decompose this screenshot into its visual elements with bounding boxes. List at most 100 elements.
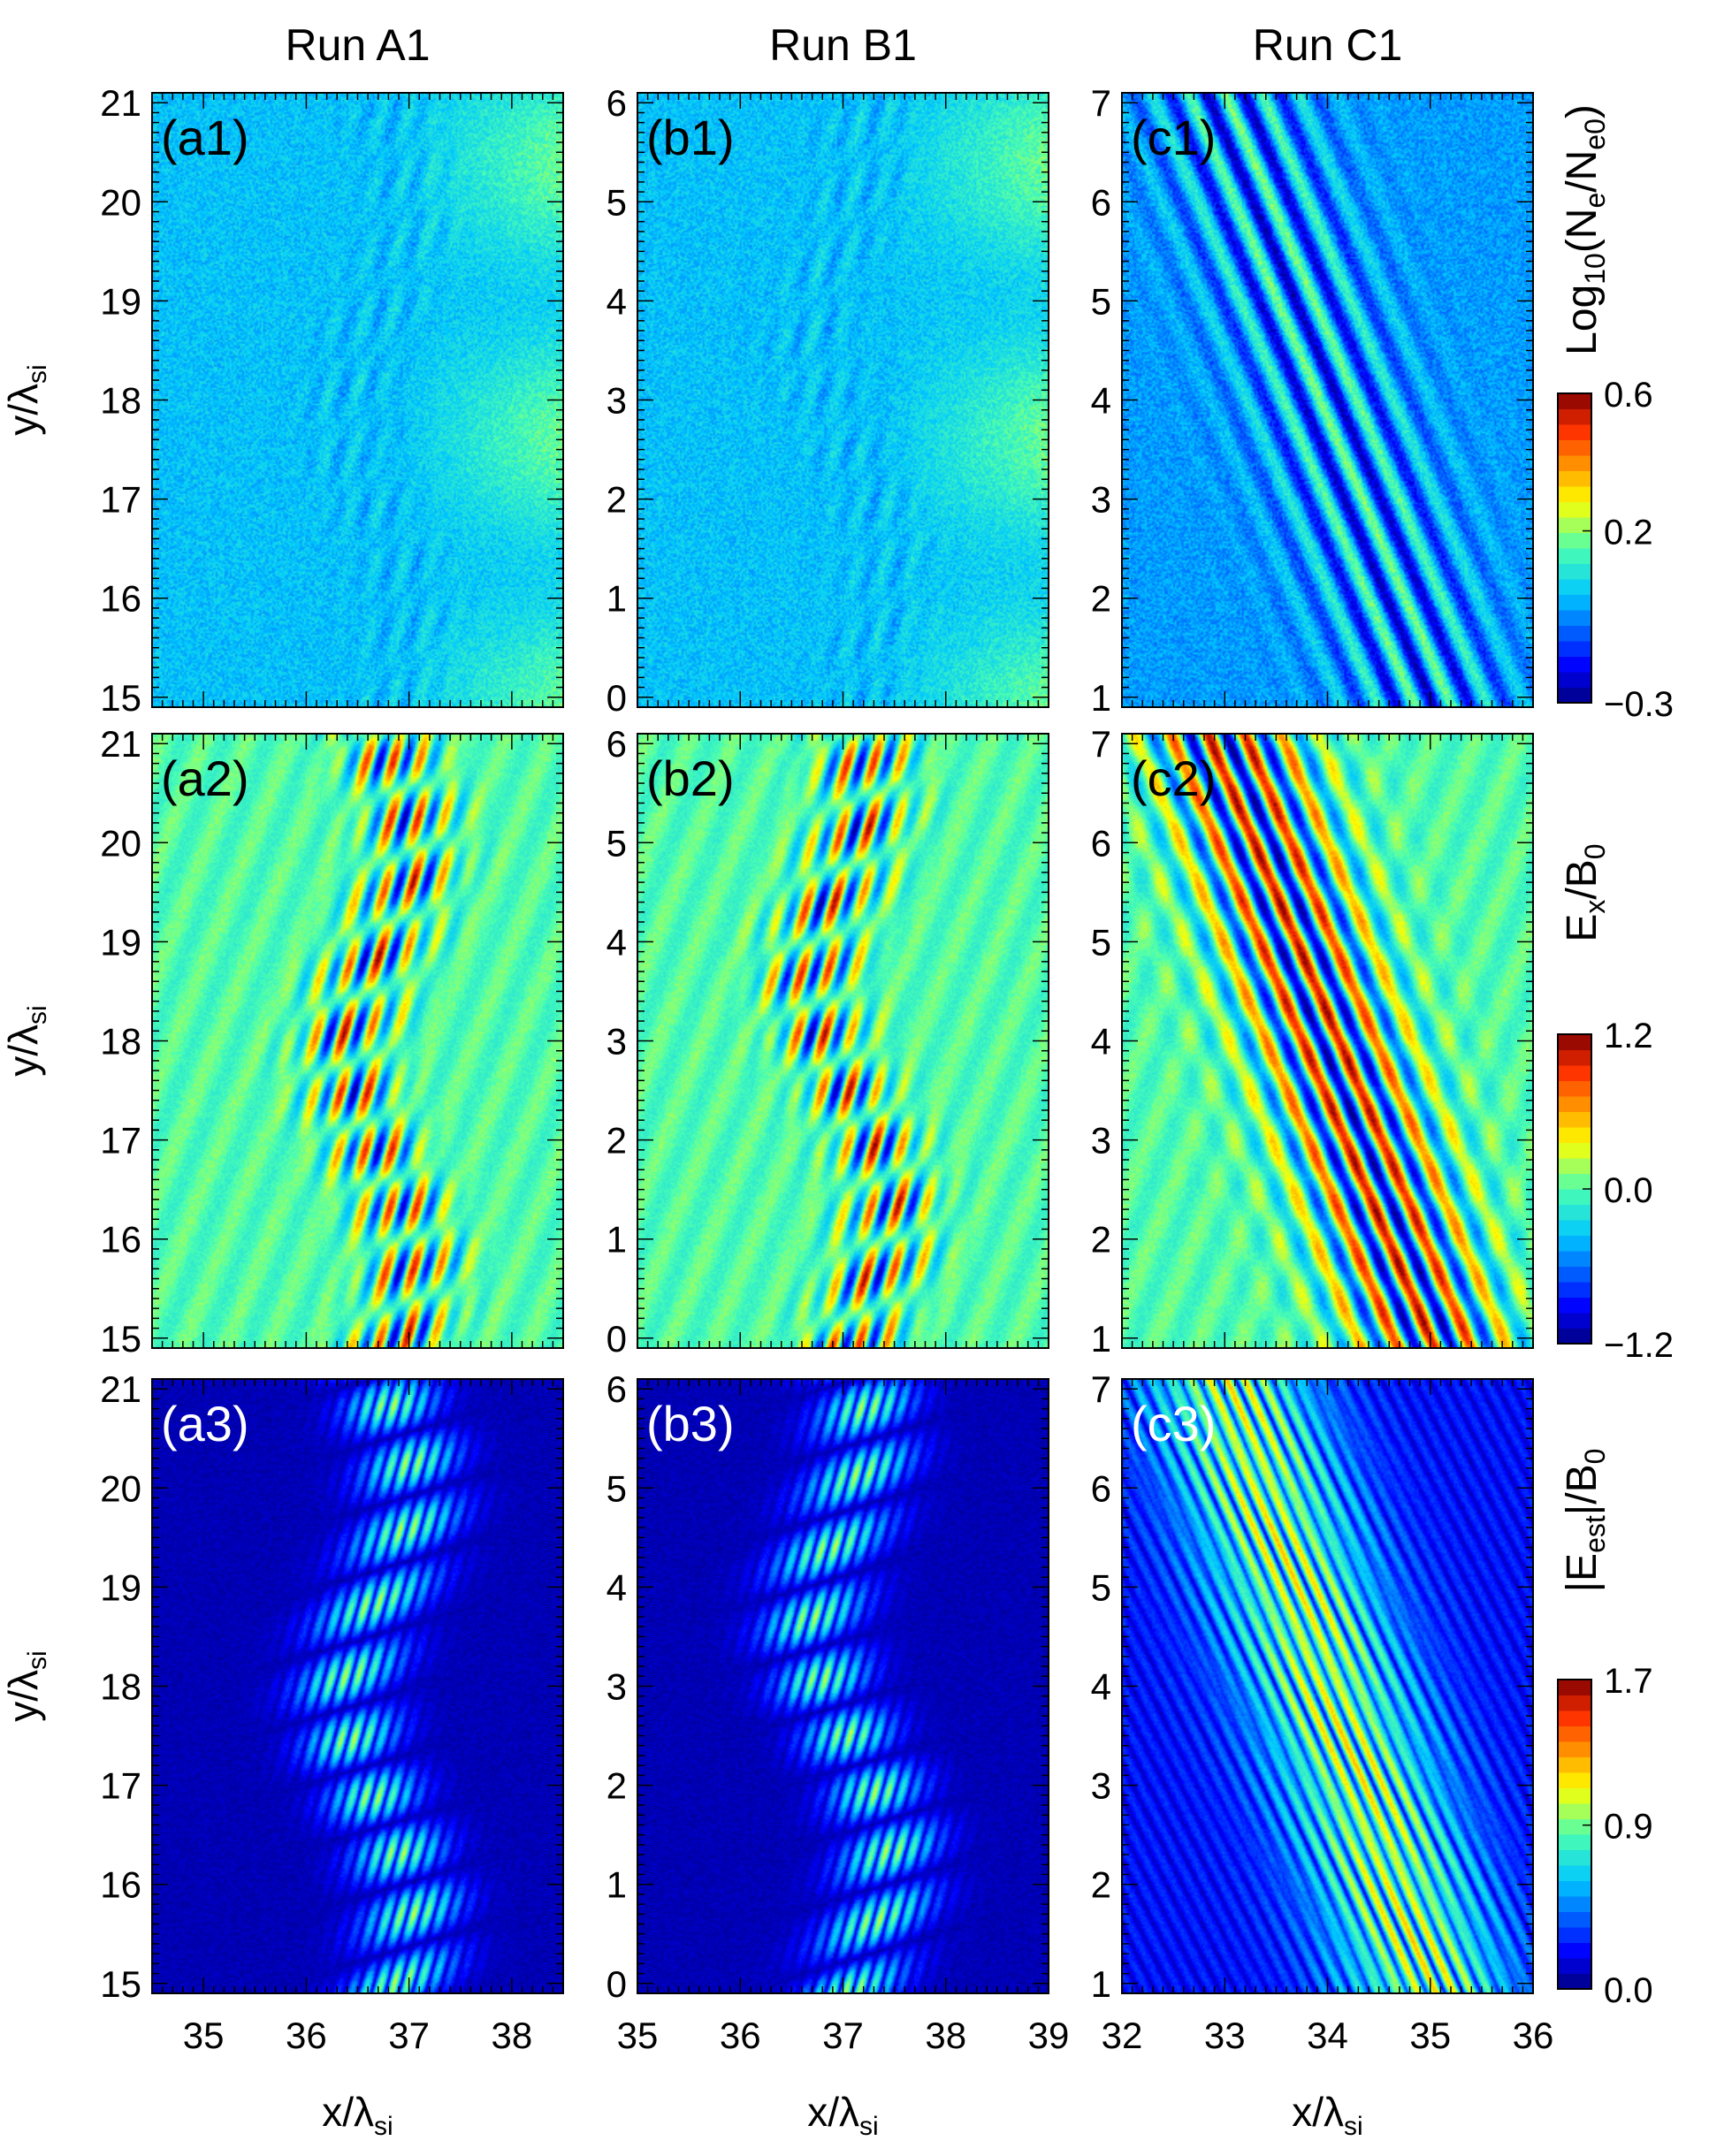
- panel-c1: 1 2 3 4 5 6 7 (c1): [1091, 82, 1534, 719]
- x-axis-label: x/λsi: [807, 2089, 878, 2141]
- panel-tag: (b1): [646, 110, 735, 165]
- heatmap-b2: [637, 734, 1049, 1348]
- y-tick-label: 4: [1091, 1021, 1111, 1063]
- colorbar-tick-label: 0.0: [1604, 1971, 1653, 2010]
- colorbar-band: [1558, 610, 1591, 626]
- colorbar-band: [1558, 470, 1591, 487]
- y-tick-label: 16: [100, 1219, 141, 1261]
- colorbar-tick-label: 1.7: [1604, 1662, 1653, 1701]
- y-tick-label: 6: [607, 1368, 627, 1410]
- colorbar-band: [1558, 408, 1591, 425]
- colorbar-band: [1558, 1297, 1591, 1314]
- colorbar-band: [1558, 1896, 1591, 1912]
- y-tick-label: 2: [1091, 1219, 1111, 1261]
- colorbar-band: [1558, 594, 1591, 611]
- y-tick-label: 2: [607, 479, 627, 521]
- panel-b3: 0 1 2 3 4 5 6 35 36 37 38 39 (b3): [607, 1368, 1070, 2056]
- colorbar-band: [1558, 532, 1591, 549]
- panel-c2: 1 2 3 4 5 6 7 (c2): [1091, 723, 1534, 1360]
- x-tick-label: 34: [1307, 2015, 1348, 2056]
- colorbar-band: [1558, 1834, 1591, 1850]
- colorbar-band: [1558, 1127, 1591, 1143]
- colorbar-band: [1558, 1726, 1591, 1742]
- colorbar-band: [1558, 1282, 1591, 1298]
- y-tick-label: 0: [607, 677, 627, 719]
- y-tick-label: 4: [1091, 380, 1111, 422]
- colorbar-tick-label: 0.9: [1604, 1808, 1653, 1847]
- colorbar-band: [1558, 1080, 1591, 1097]
- x-tick-label: 36: [720, 2015, 761, 2056]
- colorbar-3: 1.7 0.9 0.0: [1557, 1662, 1653, 2010]
- colorbar-band: [1558, 1818, 1591, 1835]
- colorbar-band: [1558, 1958, 1591, 1974]
- colorbar-band: [1558, 439, 1591, 456]
- colorbar-band: [1558, 1741, 1591, 1757]
- y-tick-label: 5: [1091, 280, 1111, 322]
- panel-tag: (c3): [1131, 1396, 1216, 1451]
- y-tick-label: 6: [607, 723, 627, 765]
- colorbar-band: [1558, 1973, 1591, 1990]
- y-tick-label: 1: [607, 578, 627, 620]
- colorbar-band: [1558, 1065, 1591, 1081]
- panel-b1: 0 1 2 3 4 5 6 (b1): [607, 82, 1049, 719]
- colorbar-band: [1558, 1235, 1591, 1252]
- y-tick-label: 20: [100, 181, 141, 223]
- y-tick-label: 2: [607, 1120, 627, 1162]
- y-tick-label: 3: [607, 1021, 627, 1063]
- colorbar-band: [1558, 1787, 1591, 1804]
- y-tick-label: 21: [100, 1368, 141, 1410]
- y-tick-label: 1: [1091, 1318, 1111, 1360]
- colorbar-band: [1558, 579, 1591, 595]
- colorbar-band: [1558, 486, 1591, 502]
- colorbar-band: [1558, 1096, 1591, 1112]
- y-tick-label: 15: [100, 677, 141, 719]
- y-tick-label: 20: [100, 1467, 141, 1509]
- colorbar-2: 1.2 0.0 −1.2: [1557, 1017, 1674, 1365]
- y-axis-label: y/λsi: [0, 364, 52, 435]
- y-tick-label: 3: [607, 380, 627, 422]
- colorbar-band: [1558, 548, 1591, 564]
- colorbar-tick-label: 1.2: [1604, 1017, 1653, 1055]
- colorbar-band: [1558, 1158, 1591, 1174]
- y-tick-label: 19: [100, 921, 141, 963]
- heatmap-c2: [1122, 734, 1533, 1348]
- y-tick-label: 4: [1091, 1666, 1111, 1708]
- y-tick-label: 16: [100, 578, 141, 620]
- y-tick-label: 18: [100, 1666, 141, 1708]
- y-tick-label: 7: [1091, 82, 1111, 124]
- colorbar-band: [1558, 1880, 1591, 1897]
- y-tick-label: 17: [100, 1765, 141, 1807]
- colorbar-band: [1558, 672, 1591, 688]
- colorbar-band: [1558, 1142, 1591, 1159]
- y-tick-label: 21: [100, 82, 141, 124]
- colorbar-band: [1558, 641, 1591, 657]
- x-tick-label: 37: [388, 2015, 430, 2056]
- colorbar-band: [1558, 501, 1591, 518]
- y-tick-label: 7: [1091, 1368, 1111, 1410]
- y-tick-label: 6: [1091, 181, 1111, 223]
- y-axis-label: y/λsi: [0, 1650, 52, 1721]
- panel-tag: (a2): [161, 750, 249, 806]
- y-tick-label: 3: [607, 1666, 627, 1708]
- colorbar-tick-label: −0.3: [1604, 685, 1674, 724]
- y-tick-label: 18: [100, 1021, 141, 1063]
- panel-tag: (b3): [646, 1396, 735, 1451]
- y-tick-label: 6: [607, 82, 627, 124]
- y-tick-label: 18: [100, 380, 141, 422]
- y-tick-label: 3: [1091, 479, 1111, 521]
- colorbar-title-eest: |Eest|/B0: [1559, 1449, 1611, 1593]
- heatmap-a1: [152, 93, 563, 707]
- colorbar-band: [1558, 455, 1591, 471]
- colorbar-band: [1558, 1220, 1591, 1236]
- y-tick-label: 5: [607, 1467, 627, 1509]
- colorbar-band: [1558, 656, 1591, 673]
- panel-a3: 15 16 17 18 19 20 21 35 36 37 38 (a3): [100, 1368, 564, 2056]
- y-tick-label: 19: [100, 1566, 141, 1608]
- colorbar-band: [1558, 1865, 1591, 1881]
- run-title: Run A1: [285, 20, 430, 70]
- colorbar-band: [1558, 1772, 1591, 1788]
- colorbar-band: [1558, 1189, 1591, 1205]
- colorbar-band: [1558, 393, 1591, 409]
